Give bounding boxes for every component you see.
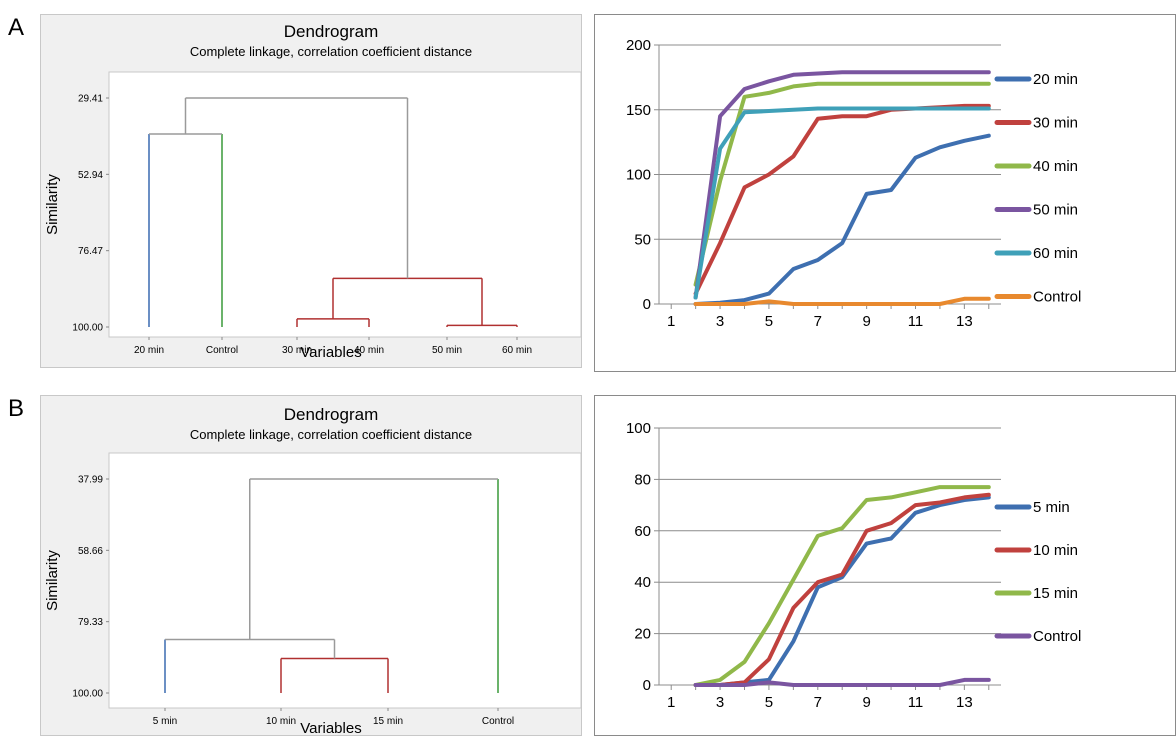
legend-label: 40 min (1033, 158, 1078, 175)
y-tick-label: 0 (643, 296, 651, 313)
x-tick-label: 30 min (282, 345, 312, 356)
legend-label: Control (1033, 628, 1081, 645)
series-line-40-min (693, 81, 991, 287)
y-tick-label: 100.00 (72, 323, 103, 334)
panel-letter-a: A (8, 14, 25, 41)
x-tick-label: 5 min (153, 716, 177, 727)
dendrogram-b-chart: Dendrogram Complete linkage, correlation … (44, 405, 582, 737)
series-line-control (693, 677, 991, 687)
y-tick-label: 100.00 (72, 689, 103, 700)
line-chart-b-panel: 0 20 40 60 80 100 1 3 5 7 9 11 13 5 min 10 min 15 min Co… (594, 395, 1176, 736)
x-tick-label: 20 min (134, 345, 164, 356)
legend-label: 30 min (1033, 115, 1078, 132)
x-tick-label: 3 (716, 694, 724, 711)
dendrogram-a-panel: Dendrogram Complete linkage, correlation … (40, 14, 582, 368)
y-tick-label: 58.66 (78, 546, 103, 557)
panel-letter-b: B (8, 395, 25, 422)
y-tick-label: 79.33 (78, 617, 103, 628)
series-line-50-min (693, 70, 991, 300)
x-tick-label: 13 (956, 313, 973, 330)
y-tick-label: 40 (634, 574, 651, 591)
y-tick-label: 100 (626, 420, 651, 437)
y-axis-label: Similarity (44, 550, 61, 611)
series-line-10-min (693, 492, 991, 687)
x-axis-label: Variables (300, 720, 361, 737)
y-tick-label: 37.99 (78, 475, 103, 486)
y-tick-label: 200 (626, 37, 651, 54)
x-tick-label: 5 (765, 313, 773, 330)
x-tick-label: 9 (862, 313, 870, 330)
x-tick-label: 1 (667, 694, 675, 711)
dendrogram-b-panel: Dendrogram Complete linkage, correlation … (40, 395, 582, 737)
x-tick-label: 13 (956, 694, 973, 711)
series-line-15-min (693, 485, 991, 687)
y-tick-label: 80 (634, 471, 651, 488)
y-tick-label: 100 (626, 167, 651, 184)
x-tick-label: 10 min (266, 716, 296, 727)
legend-label: 10 min (1033, 542, 1078, 559)
legend-label: Control (1033, 289, 1081, 306)
y-axis-label: Similarity (44, 174, 61, 235)
dendrogram-subtitle: Complete linkage, correlation coefficien… (190, 427, 472, 442)
x-tick-label: 5 (765, 694, 773, 711)
x-tick-label: 40 min (354, 345, 384, 356)
x-tick-label: Control (482, 716, 514, 727)
x-tick-label: 60 min (502, 345, 532, 356)
x-tick-label: 7 (814, 694, 822, 711)
x-tick-label: 50 min (432, 345, 462, 356)
series-line-20-min (693, 133, 991, 306)
legend-label: 20 min (1033, 71, 1078, 88)
x-tick-label: 1 (667, 313, 675, 330)
x-tick-label: 3 (716, 313, 724, 330)
x-tick-label: 7 (814, 313, 822, 330)
dendrogram-a-chart: Dendrogram Complete linkage, correlation … (44, 22, 582, 361)
x-axis-label: Variables (300, 344, 361, 361)
y-tick-label: 150 (626, 102, 651, 119)
x-tick-label: 11 (908, 694, 924, 711)
y-tick-label: 76.47 (78, 246, 103, 257)
x-tick-label: Control (206, 345, 238, 356)
series-line-control (693, 296, 991, 306)
y-tick-label: 20 (634, 626, 651, 643)
legend-label: 5 min (1033, 499, 1070, 516)
series-line-60-min (693, 106, 991, 300)
x-tick-label: 9 (862, 694, 870, 711)
dendrogram-title: Dendrogram (284, 405, 379, 424)
y-tick-label: 0 (643, 677, 651, 694)
y-tick-label: 29.41 (78, 94, 103, 105)
x-tick-label: 11 (908, 313, 924, 330)
legend-label: 15 min (1033, 585, 1078, 602)
y-tick-label: 60 (634, 523, 651, 540)
dendrogram-subtitle: Complete linkage, correlation coefficien… (190, 44, 472, 59)
plot-area (108, 71, 582, 338)
y-tick-label: 50 (634, 231, 651, 248)
legend-label: 60 min (1033, 245, 1078, 262)
y-tick-label: 52.94 (78, 170, 103, 181)
x-tick-label: 15 min (373, 716, 403, 727)
plot-area (108, 452, 582, 709)
dendrogram-title: Dendrogram (284, 22, 379, 41)
line-chart-a-panel: 0 50 100 150 200 1 3 5 7 9 11 13 20 min 30 min 40 min 5… (594, 14, 1176, 372)
legend-label: 50 min (1033, 202, 1078, 219)
series-line-30-min (693, 103, 991, 296)
